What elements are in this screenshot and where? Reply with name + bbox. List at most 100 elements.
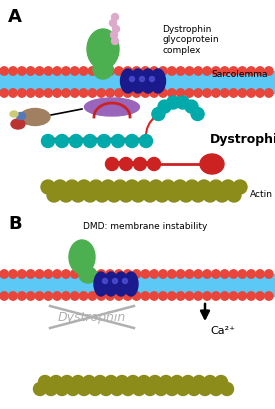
Circle shape	[203, 189, 217, 202]
Circle shape	[221, 292, 229, 301]
Ellipse shape	[150, 70, 166, 94]
Circle shape	[212, 67, 220, 76]
Circle shape	[185, 90, 194, 98]
Circle shape	[161, 180, 175, 195]
Circle shape	[0, 90, 9, 98]
Circle shape	[35, 67, 44, 76]
Text: Dystrophin: Dystrophin	[58, 311, 126, 324]
Circle shape	[72, 375, 84, 389]
Ellipse shape	[124, 272, 138, 296]
Circle shape	[97, 90, 105, 98]
Circle shape	[71, 189, 85, 202]
Ellipse shape	[104, 272, 118, 296]
Circle shape	[141, 270, 150, 279]
Circle shape	[233, 180, 247, 195]
Circle shape	[41, 180, 55, 195]
Circle shape	[147, 158, 161, 171]
Circle shape	[104, 375, 117, 389]
Circle shape	[98, 135, 111, 148]
Circle shape	[247, 90, 255, 98]
Circle shape	[44, 270, 53, 279]
Circle shape	[149, 180, 163, 195]
Circle shape	[203, 67, 211, 76]
Ellipse shape	[11, 120, 25, 130]
Circle shape	[188, 382, 200, 396]
Circle shape	[185, 292, 194, 301]
Circle shape	[115, 292, 123, 301]
Circle shape	[247, 67, 255, 76]
Circle shape	[44, 67, 53, 76]
Circle shape	[79, 90, 88, 98]
Text: Ca²⁺: Ca²⁺	[210, 325, 235, 335]
Circle shape	[238, 67, 247, 76]
Circle shape	[111, 382, 123, 396]
Circle shape	[109, 20, 117, 27]
Circle shape	[42, 135, 54, 148]
Ellipse shape	[131, 70, 145, 94]
Bar	[0, 72, 275, 94]
Circle shape	[132, 67, 141, 76]
Ellipse shape	[79, 267, 97, 283]
Circle shape	[97, 292, 105, 301]
Circle shape	[60, 375, 73, 389]
Ellipse shape	[93, 60, 113, 80]
Circle shape	[160, 375, 172, 389]
Circle shape	[247, 270, 255, 279]
Circle shape	[167, 189, 181, 202]
Circle shape	[265, 292, 273, 301]
Circle shape	[194, 270, 202, 279]
Circle shape	[82, 375, 95, 389]
Circle shape	[150, 270, 158, 279]
Circle shape	[97, 270, 105, 279]
Circle shape	[212, 292, 220, 301]
Circle shape	[132, 270, 141, 279]
Circle shape	[94, 375, 106, 389]
Circle shape	[155, 189, 169, 202]
Circle shape	[212, 90, 220, 98]
Circle shape	[221, 67, 229, 76]
Circle shape	[191, 108, 204, 121]
Circle shape	[50, 375, 62, 389]
Circle shape	[199, 382, 211, 396]
Circle shape	[35, 292, 44, 301]
Circle shape	[167, 67, 176, 76]
Circle shape	[229, 90, 238, 98]
Circle shape	[176, 270, 185, 279]
Circle shape	[170, 375, 183, 389]
Circle shape	[214, 375, 227, 389]
Circle shape	[182, 375, 194, 389]
Circle shape	[44, 90, 53, 98]
Circle shape	[212, 270, 220, 279]
Circle shape	[113, 180, 127, 195]
Circle shape	[185, 101, 198, 114]
Ellipse shape	[10, 112, 18, 118]
Circle shape	[185, 270, 194, 279]
Circle shape	[18, 270, 26, 279]
Circle shape	[67, 382, 79, 396]
Circle shape	[132, 292, 141, 301]
Circle shape	[26, 90, 35, 98]
Circle shape	[119, 189, 133, 202]
Circle shape	[9, 90, 17, 98]
Circle shape	[122, 382, 134, 396]
Circle shape	[107, 189, 121, 202]
Circle shape	[123, 90, 132, 98]
Circle shape	[150, 292, 158, 301]
Circle shape	[192, 375, 205, 389]
Circle shape	[139, 135, 153, 148]
Circle shape	[95, 189, 109, 202]
Circle shape	[221, 180, 235, 195]
Circle shape	[265, 270, 273, 279]
Circle shape	[62, 67, 70, 76]
Circle shape	[111, 32, 117, 39]
Circle shape	[143, 189, 157, 202]
Circle shape	[159, 270, 167, 279]
Circle shape	[88, 270, 97, 279]
Text: B: B	[8, 214, 22, 232]
Circle shape	[176, 90, 185, 98]
Circle shape	[194, 90, 202, 98]
Circle shape	[106, 90, 114, 98]
Circle shape	[18, 292, 26, 301]
Circle shape	[210, 382, 222, 396]
Circle shape	[177, 382, 189, 396]
